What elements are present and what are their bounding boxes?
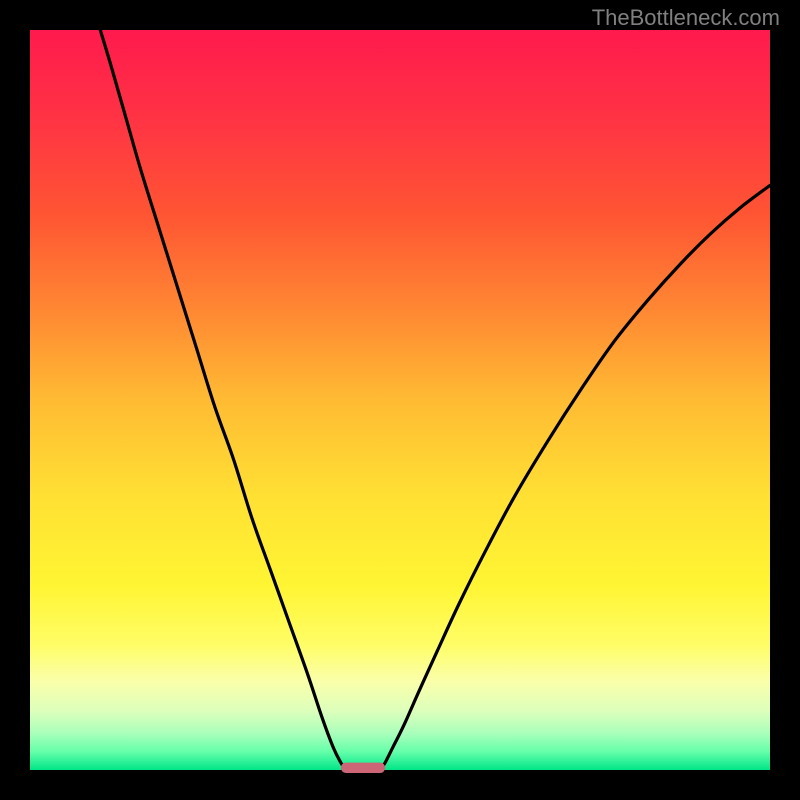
bottleneck-chart: TheBottleneck.com (0, 0, 800, 800)
plot-area (30, 30, 770, 770)
optimal-marker (341, 763, 385, 773)
watermark-text: TheBottleneck.com (592, 5, 780, 30)
